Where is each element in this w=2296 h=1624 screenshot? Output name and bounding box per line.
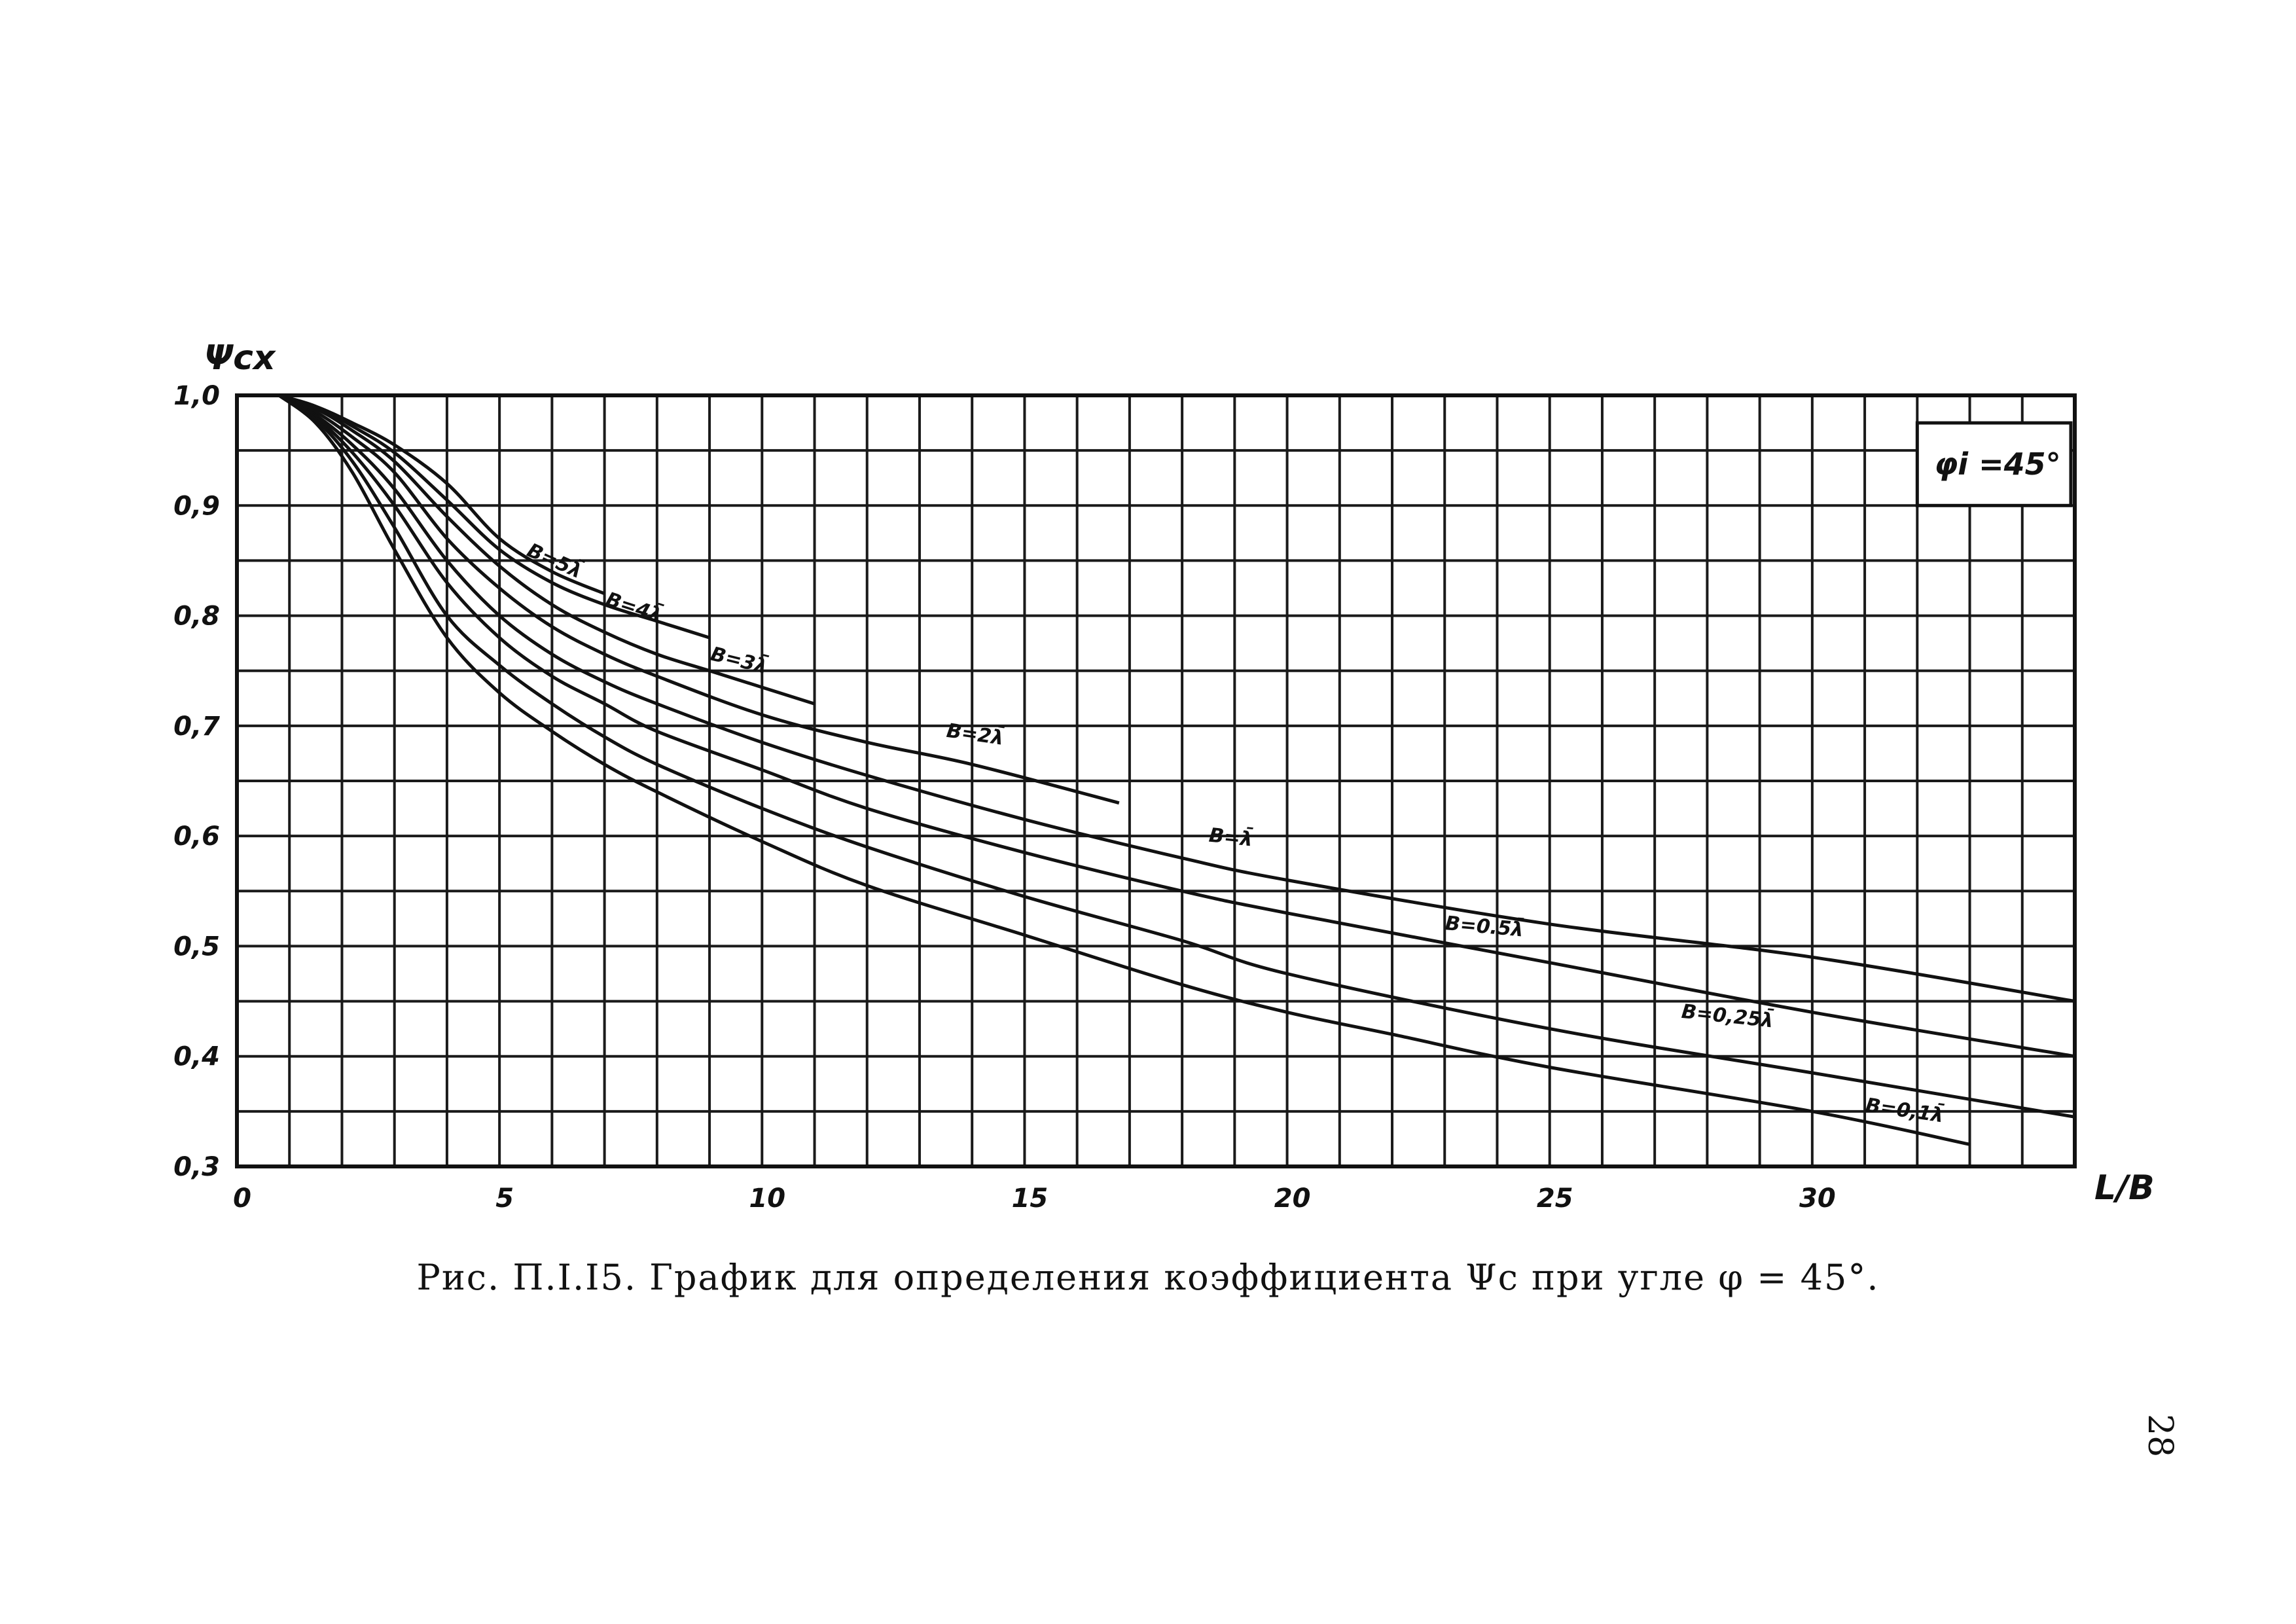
curve-label-5: B=λ̄ — [1208, 823, 1253, 851]
x-tick-label: 25 — [1537, 1183, 1573, 1214]
x-axis-label: L/B — [2094, 1168, 2155, 1208]
x-tick-label: 30 — [1799, 1183, 1836, 1214]
series-line-2 — [278, 393, 710, 640]
legend-box-text: φi =45° — [1934, 446, 2060, 482]
y-tick-label: 1,0 — [173, 381, 220, 411]
grid — [236, 394, 2076, 1168]
series-line-7 — [278, 393, 2075, 1119]
plot-frame — [235, 393, 2077, 1168]
x-tick-label: 15 — [1012, 1183, 1049, 1214]
series-line-8 — [278, 393, 1971, 1146]
y-tick-label: 0,5 — [173, 931, 220, 962]
curve-label-4: B=2λ̄ — [945, 718, 1005, 749]
x-tick-label: 5 — [495, 1183, 514, 1214]
curve-label-1: B=5λ̄ — [524, 538, 586, 583]
series-line-4 — [278, 393, 1120, 805]
curves — [278, 393, 2075, 1146]
curve-label-2: B=4λ̄ — [603, 587, 665, 628]
legend-box-frame — [1915, 421, 2073, 507]
page-number: 28 — [2140, 1414, 2179, 1458]
tick-labels: 0 5 10 15 20 25 30 0,3 0,4 0,5 0,6 0,7 0,8 0,9 1,0 — [173, 381, 1836, 1214]
x-tick-label: 0 — [233, 1183, 251, 1214]
series-line-5 — [278, 393, 2075, 1003]
y-tick-label: 0,9 — [173, 491, 220, 521]
y-tick-label: 0,3 — [173, 1152, 220, 1182]
legend-box: φi =45° — [1915, 421, 2073, 507]
y-tick-label: 0,4 — [173, 1042, 220, 1072]
series-line-6 — [278, 393, 2075, 1058]
y-axis-label: Ψcx — [204, 338, 276, 378]
curve-label-8: B=0,1λ̄ — [1864, 1093, 1945, 1128]
y-tick-label: 0,6 — [173, 821, 220, 852]
curve-label-6: B=0.5λ̄ — [1444, 911, 1525, 942]
series-line-3 — [278, 393, 816, 706]
x-tick-label: 20 — [1274, 1183, 1311, 1214]
y-tick-label: 0,7 — [173, 712, 220, 742]
y-tick-label: 0,8 — [173, 602, 220, 632]
x-tick-label: 10 — [749, 1183, 785, 1214]
figure-caption: Рис. П.I.I5. График для определения коэф… — [416, 1257, 1880, 1298]
